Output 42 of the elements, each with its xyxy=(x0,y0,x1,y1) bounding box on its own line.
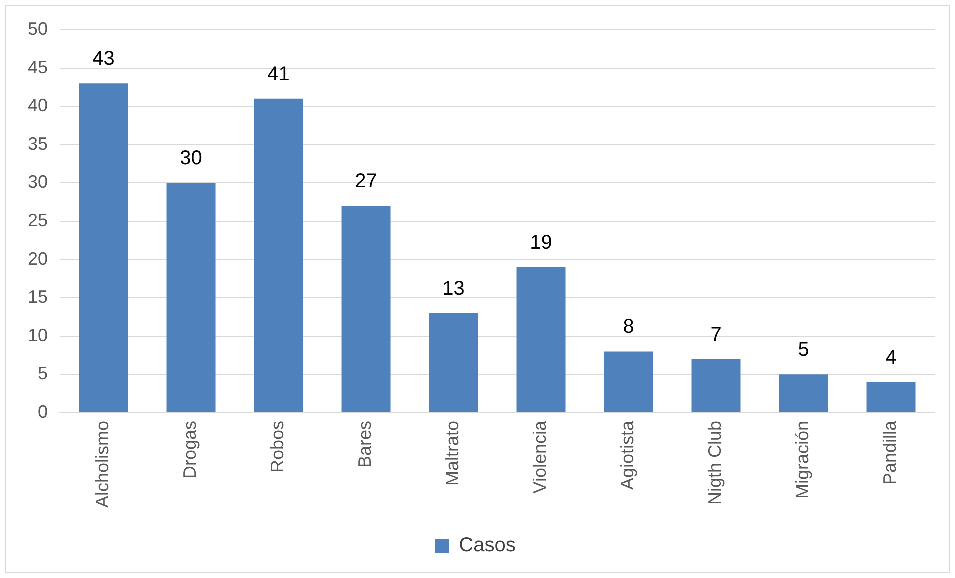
y-tick-label: 45 xyxy=(28,57,48,78)
y-tick-label: 5 xyxy=(38,364,48,384)
bar xyxy=(866,382,916,412)
bar xyxy=(429,313,478,412)
y-tick-label: 0 xyxy=(38,402,48,422)
bar xyxy=(166,183,216,412)
data-label: 27 xyxy=(355,170,378,193)
bar xyxy=(254,98,304,412)
x-tick-label: Alcholismo xyxy=(92,420,113,508)
x-tick-label: Drogas xyxy=(180,420,200,479)
x-tick-label: Migración xyxy=(792,420,813,499)
y-tick-label: 15 xyxy=(28,287,48,308)
data-label: 43 xyxy=(92,48,115,70)
bar xyxy=(692,359,741,412)
legend-label: Casos xyxy=(459,534,516,557)
bar xyxy=(79,84,128,412)
y-tick-label: 30 xyxy=(28,172,48,192)
data-label: 8 xyxy=(623,316,634,338)
bar xyxy=(342,206,391,412)
x-tick-label: Robos xyxy=(268,420,288,473)
x-tick-label: Agiotista xyxy=(618,420,638,490)
data-label: 13 xyxy=(442,278,465,300)
x-tick-label: Nigth Club xyxy=(705,420,726,506)
x-tick-label: Pandilla xyxy=(880,420,900,486)
y-tick-label: 50 xyxy=(28,18,48,39)
bar xyxy=(779,374,828,412)
data-label: 5 xyxy=(798,339,810,362)
y-tick-label: 10 xyxy=(28,325,48,346)
y-tick-label: 40 xyxy=(28,96,48,116)
y-tick-label: 25 xyxy=(28,210,48,230)
y-tick-label: 35 xyxy=(28,134,48,154)
data-label: 7 xyxy=(710,324,722,346)
bar xyxy=(604,352,654,412)
data-label: 30 xyxy=(180,148,202,170)
data-label: 4 xyxy=(886,346,897,369)
x-tick-label: Maltrato xyxy=(442,420,463,486)
y-tick-label: 20 xyxy=(28,248,48,269)
data-label: 41 xyxy=(268,63,290,86)
bar xyxy=(516,267,566,412)
data-label: 19 xyxy=(530,232,552,254)
x-tick-label: Bares xyxy=(355,420,376,468)
x-tick-label: Violencia xyxy=(530,420,550,494)
